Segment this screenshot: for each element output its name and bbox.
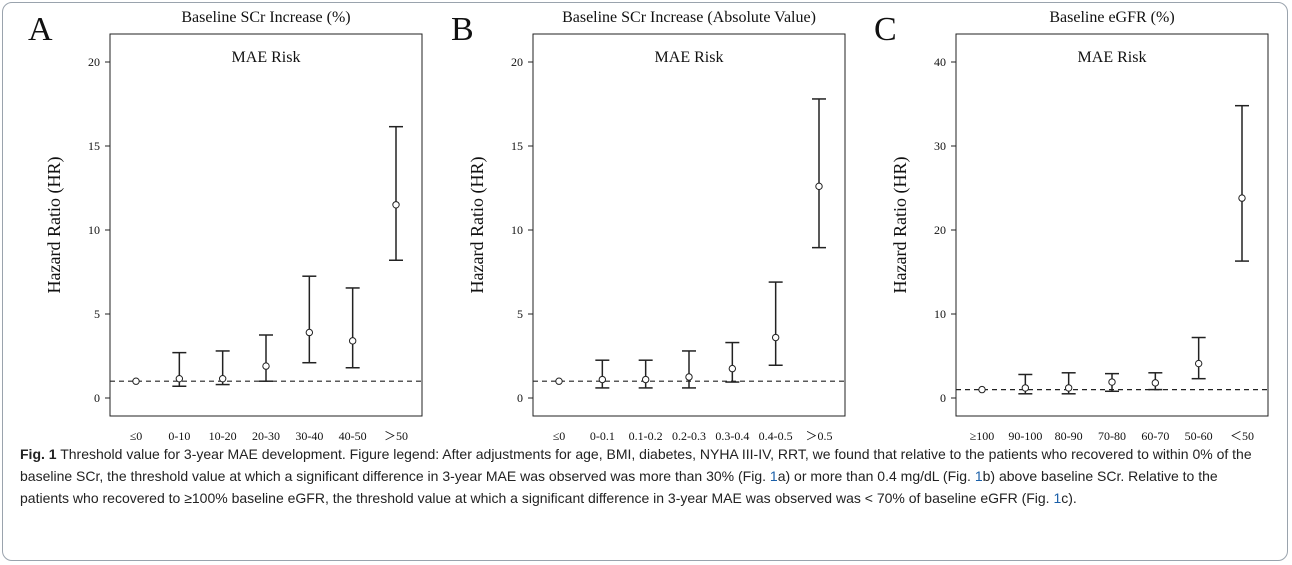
- x-tick-label: 0.4-0.5: [759, 429, 793, 443]
- hr-point: [598, 375, 607, 384]
- hr-point: [1151, 379, 1160, 387]
- chart-subtitle: MAE Risk: [1078, 49, 1147, 66]
- x-tick-label: 10-20: [209, 429, 237, 443]
- chart-title: Baseline SCr Increase (Absolute Value): [562, 9, 816, 26]
- chart-panel-b: B Baseline SCr Increase (Absolute Value) M…: [451, 9, 846, 443]
- y-tick-label: 5: [94, 307, 100, 321]
- caption-text-1: Threshold value for 3-year MAE developme…: [20, 446, 1252, 484]
- x-tick-label: ＞50: [384, 429, 408, 443]
- y-tick-label: 0: [94, 391, 100, 405]
- plot-area: [532, 33, 846, 417]
- x-tick-label: ≤0: [130, 429, 143, 443]
- x-tick-label: 70-80: [1098, 429, 1126, 443]
- hr-point: [685, 373, 693, 381]
- hr-point: [641, 375, 650, 384]
- y-tick-label: 10: [88, 223, 100, 237]
- y-tick-label: 10: [934, 307, 946, 321]
- hr-point: [978, 385, 986, 394]
- plot-area: [955, 33, 1269, 417]
- chart-panel-c: C Baseline eGFR (%) MAE Risk Hazard Ratio (…: [874, 9, 1269, 443]
- x-tick-label: 0.1-0.2: [629, 429, 663, 443]
- hr-point: [175, 374, 184, 383]
- caption-ref-1[interactable]: 1: [769, 468, 778, 484]
- chart-panel-a: A Baseline SCr Increase (%) MAE Risk Hazard…: [28, 9, 423, 443]
- caption-fig-label: Fig. 1: [20, 446, 57, 462]
- y-tick-label: 40: [934, 55, 946, 69]
- x-tick-label: 80-90: [1055, 429, 1083, 443]
- hr-point: [728, 364, 737, 373]
- hr-point: [262, 362, 270, 370]
- y-tick-label: 0: [940, 391, 946, 405]
- x-tick-label: 0.2-0.3: [672, 429, 706, 443]
- hr-point: [348, 337, 357, 345]
- chart-subtitle: MAE Risk: [232, 49, 301, 66]
- panel-letter: C: [874, 11, 897, 48]
- hr-point: [1064, 384, 1073, 392]
- y-axis-label: Hazard Ratio (HR): [890, 157, 911, 294]
- hr-point: [815, 182, 823, 191]
- hr-point: [1108, 378, 1116, 386]
- y-tick-label: 5: [517, 307, 523, 321]
- chart-title: Baseline SCr Increase (%): [181, 9, 350, 26]
- chart-title: Baseline eGFR (%): [1049, 9, 1174, 26]
- y-tick-label: 0: [517, 391, 523, 405]
- x-tick-label: ＞0.5: [805, 429, 832, 443]
- x-tick-label: ＜50: [1230, 429, 1254, 443]
- x-tick-label: 0-10: [168, 429, 190, 443]
- hr-point: [218, 374, 227, 383]
- x-tick-label: 50-60: [1185, 429, 1213, 443]
- panel-letter: B: [451, 11, 474, 48]
- hr-point: [1238, 194, 1246, 202]
- y-tick-label: 15: [88, 139, 100, 153]
- x-tick-label: ≥100: [970, 429, 995, 443]
- y-axis-label: Hazard Ratio (HR): [44, 157, 65, 294]
- x-tick-label: ≤0: [553, 429, 566, 443]
- caption-text-3: b) above baseline SCr. Relative to the p…: [20, 468, 1218, 506]
- x-tick-label: 30-40: [295, 429, 323, 443]
- x-tick-label: 0-0.1: [590, 429, 615, 443]
- x-tick-label: 60-70: [1141, 429, 1169, 443]
- plot-area: [109, 33, 423, 417]
- y-tick-label: 15: [511, 139, 523, 153]
- y-tick-label: 20: [511, 55, 523, 69]
- x-tick-label: 20-30: [252, 429, 280, 443]
- hr-point: [771, 333, 780, 342]
- hr-point: [305, 328, 314, 337]
- y-tick-label: 10: [511, 223, 523, 237]
- hr-point: [132, 377, 140, 385]
- caption-ref-3[interactable]: 1: [1053, 490, 1062, 506]
- x-tick-label: 40-50: [339, 429, 367, 443]
- panel-letter: A: [28, 11, 53, 48]
- x-tick-label: 90-100: [1008, 429, 1042, 443]
- figure-caption: Fig. 1 Threshold value for 3-year MAE de…: [20, 443, 1270, 509]
- y-tick-label: 20: [88, 55, 100, 69]
- hr-point: [1194, 359, 1203, 368]
- hr-point: [392, 201, 400, 209]
- y-tick-label: 20: [934, 223, 946, 237]
- caption-ref-2[interactable]: 1: [974, 468, 983, 484]
- y-tick-label: 30: [934, 139, 946, 153]
- hr-point: [1021, 384, 1030, 392]
- x-tick-label: 0.3-0.4: [715, 429, 749, 443]
- y-axis-label: Hazard Ratio (HR): [467, 157, 488, 294]
- chart-subtitle: MAE Risk: [655, 49, 724, 66]
- caption-text-4: c).: [1061, 490, 1077, 506]
- hr-point: [555, 377, 563, 385]
- caption-text-2: a) or more than 0.4 mg/dL (Fig.: [777, 468, 975, 484]
